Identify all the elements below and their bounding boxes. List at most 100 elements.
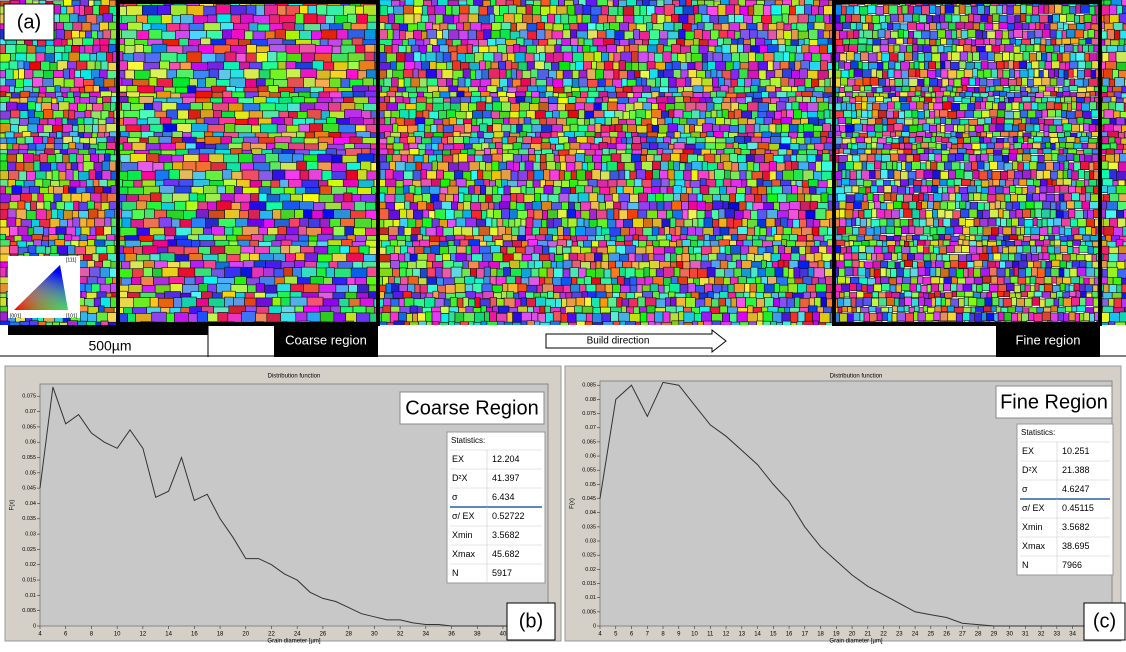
- grain: [1017, 246, 1023, 253]
- grain: [736, 260, 741, 268]
- grain: [694, 29, 702, 39]
- grain: [492, 23, 501, 31]
- grain: [612, 117, 619, 124]
- grain: [835, 187, 844, 194]
- grain: [912, 110, 918, 117]
- grain: [999, 22, 1008, 29]
- grain: [1075, 211, 1083, 219]
- grain: [862, 97, 868, 102]
- grain: [0, 45, 6, 54]
- grain: [974, 218, 980, 226]
- grain: [396, 53, 405, 64]
- grain: [1104, 110, 1114, 119]
- grain: [945, 30, 951, 38]
- grain: [1045, 61, 1051, 69]
- grain: [581, 202, 591, 211]
- grain: [1089, 6, 1095, 15]
- grain: [1091, 110, 1098, 117]
- grain: [576, 170, 585, 181]
- grain: [922, 6, 930, 15]
- grain: [846, 226, 853, 234]
- grain: [1005, 111, 1014, 118]
- grain: [1073, 240, 1081, 245]
- grain: [36, 143, 45, 150]
- grain: [645, 110, 651, 119]
- grain: [396, 96, 404, 103]
- grain: [973, 23, 979, 30]
- grain: [960, 52, 967, 61]
- grain: [852, 14, 861, 22]
- grain: [1068, 69, 1073, 77]
- grain: [995, 30, 1002, 38]
- grain: [597, 0, 607, 6]
- grain: [940, 179, 947, 185]
- grain: [448, 246, 456, 255]
- grain: [913, 44, 918, 51]
- grain: [647, 124, 652, 133]
- grain: [1040, 186, 1047, 193]
- grain: [891, 194, 897, 202]
- grain: [983, 31, 987, 39]
- grain: [0, 194, 10, 203]
- grain: [933, 194, 942, 202]
- grain: [854, 202, 862, 209]
- grain: [924, 103, 929, 110]
- grain: [1020, 14, 1026, 22]
- grain: [900, 46, 907, 53]
- grain: [691, 45, 699, 54]
- grain: [853, 86, 860, 91]
- grain: [984, 39, 990, 45]
- grain: [781, 137, 791, 144]
- grain: [862, 63, 868, 71]
- grain: [473, 0, 482, 6]
- grain: [916, 170, 924, 179]
- grain: [1071, 102, 1076, 109]
- grain: [1063, 91, 1070, 96]
- grain: [881, 39, 888, 45]
- grain: [1072, 228, 1079, 236]
- grain: [1060, 97, 1064, 102]
- grain: [1026, 125, 1034, 132]
- grain: [909, 79, 918, 87]
- grain: [998, 226, 1002, 234]
- grain: [924, 194, 929, 202]
- grain: [386, 179, 396, 187]
- grain: [980, 102, 985, 109]
- grain: [943, 91, 950, 96]
- grain: [1116, 52, 1126, 63]
- grain: [716, 118, 725, 125]
- grain: [7, 143, 13, 150]
- grain: [489, 69, 500, 79]
- grain: [1046, 194, 1054, 202]
- grain: [525, 161, 533, 171]
- grain: [553, 79, 563, 89]
- grain: [1038, 149, 1043, 154]
- grain: [963, 227, 970, 235]
- grain: [541, 202, 551, 211]
- grain: [587, 69, 596, 79]
- grain: [702, 162, 707, 172]
- grain: [1118, 162, 1126, 172]
- grain: [818, 38, 828, 45]
- grain: [849, 70, 854, 78]
- grain: [1031, 246, 1037, 253]
- grain: [643, 86, 651, 93]
- grain: [380, 170, 385, 181]
- grain: [1070, 61, 1078, 69]
- grain: [626, 245, 636, 254]
- grain: [857, 110, 862, 117]
- grain: [411, 235, 417, 241]
- grain: [904, 241, 909, 246]
- grain: [464, 22, 471, 30]
- grain: [67, 92, 73, 98]
- grain: [636, 117, 642, 124]
- grain: [975, 102, 980, 109]
- grain: [719, 209, 725, 220]
- grain: [0, 246, 9, 255]
- grain: [871, 142, 877, 148]
- grain: [1075, 111, 1082, 118]
- grain: [932, 54, 940, 63]
- grain: [860, 86, 865, 91]
- grain: [947, 39, 953, 45]
- grain: [962, 246, 970, 253]
